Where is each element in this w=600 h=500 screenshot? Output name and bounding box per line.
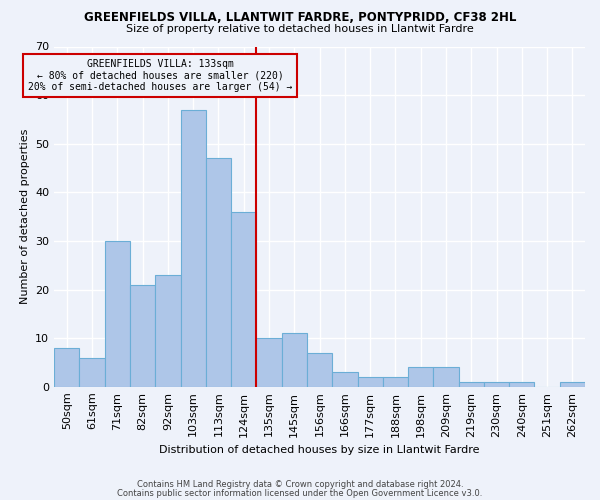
Text: GREENFIELDS VILLA, LLANTWIT FARDRE, PONTYPRIDD, CF38 2HL: GREENFIELDS VILLA, LLANTWIT FARDRE, PONT… <box>84 11 516 24</box>
Text: GREENFIELDS VILLA: 133sqm
← 80% of detached houses are smaller (220)
20% of semi: GREENFIELDS VILLA: 133sqm ← 80% of detac… <box>28 58 293 92</box>
Bar <box>383 377 408 387</box>
Bar <box>105 241 130 387</box>
Bar <box>155 275 181 387</box>
Text: Contains HM Land Registry data © Crown copyright and database right 2024.: Contains HM Land Registry data © Crown c… <box>137 480 463 489</box>
Bar <box>181 110 206 387</box>
Bar <box>358 377 383 387</box>
Bar <box>79 358 105 387</box>
Bar <box>484 382 509 387</box>
Text: Contains public sector information licensed under the Open Government Licence v3: Contains public sector information licen… <box>118 488 482 498</box>
Bar <box>307 353 332 387</box>
Bar <box>231 212 256 387</box>
Bar <box>332 372 358 387</box>
Text: Size of property relative to detached houses in Llantwit Fardre: Size of property relative to detached ho… <box>126 24 474 34</box>
Bar <box>408 368 433 387</box>
Bar <box>130 284 155 387</box>
Bar <box>458 382 484 387</box>
Bar <box>256 338 281 387</box>
Bar <box>206 158 231 387</box>
Bar <box>509 382 535 387</box>
X-axis label: Distribution of detached houses by size in Llantwit Fardre: Distribution of detached houses by size … <box>160 445 480 455</box>
Bar <box>54 348 79 387</box>
Bar <box>281 334 307 387</box>
Y-axis label: Number of detached properties: Number of detached properties <box>20 129 29 304</box>
Bar <box>433 368 458 387</box>
Bar <box>560 382 585 387</box>
